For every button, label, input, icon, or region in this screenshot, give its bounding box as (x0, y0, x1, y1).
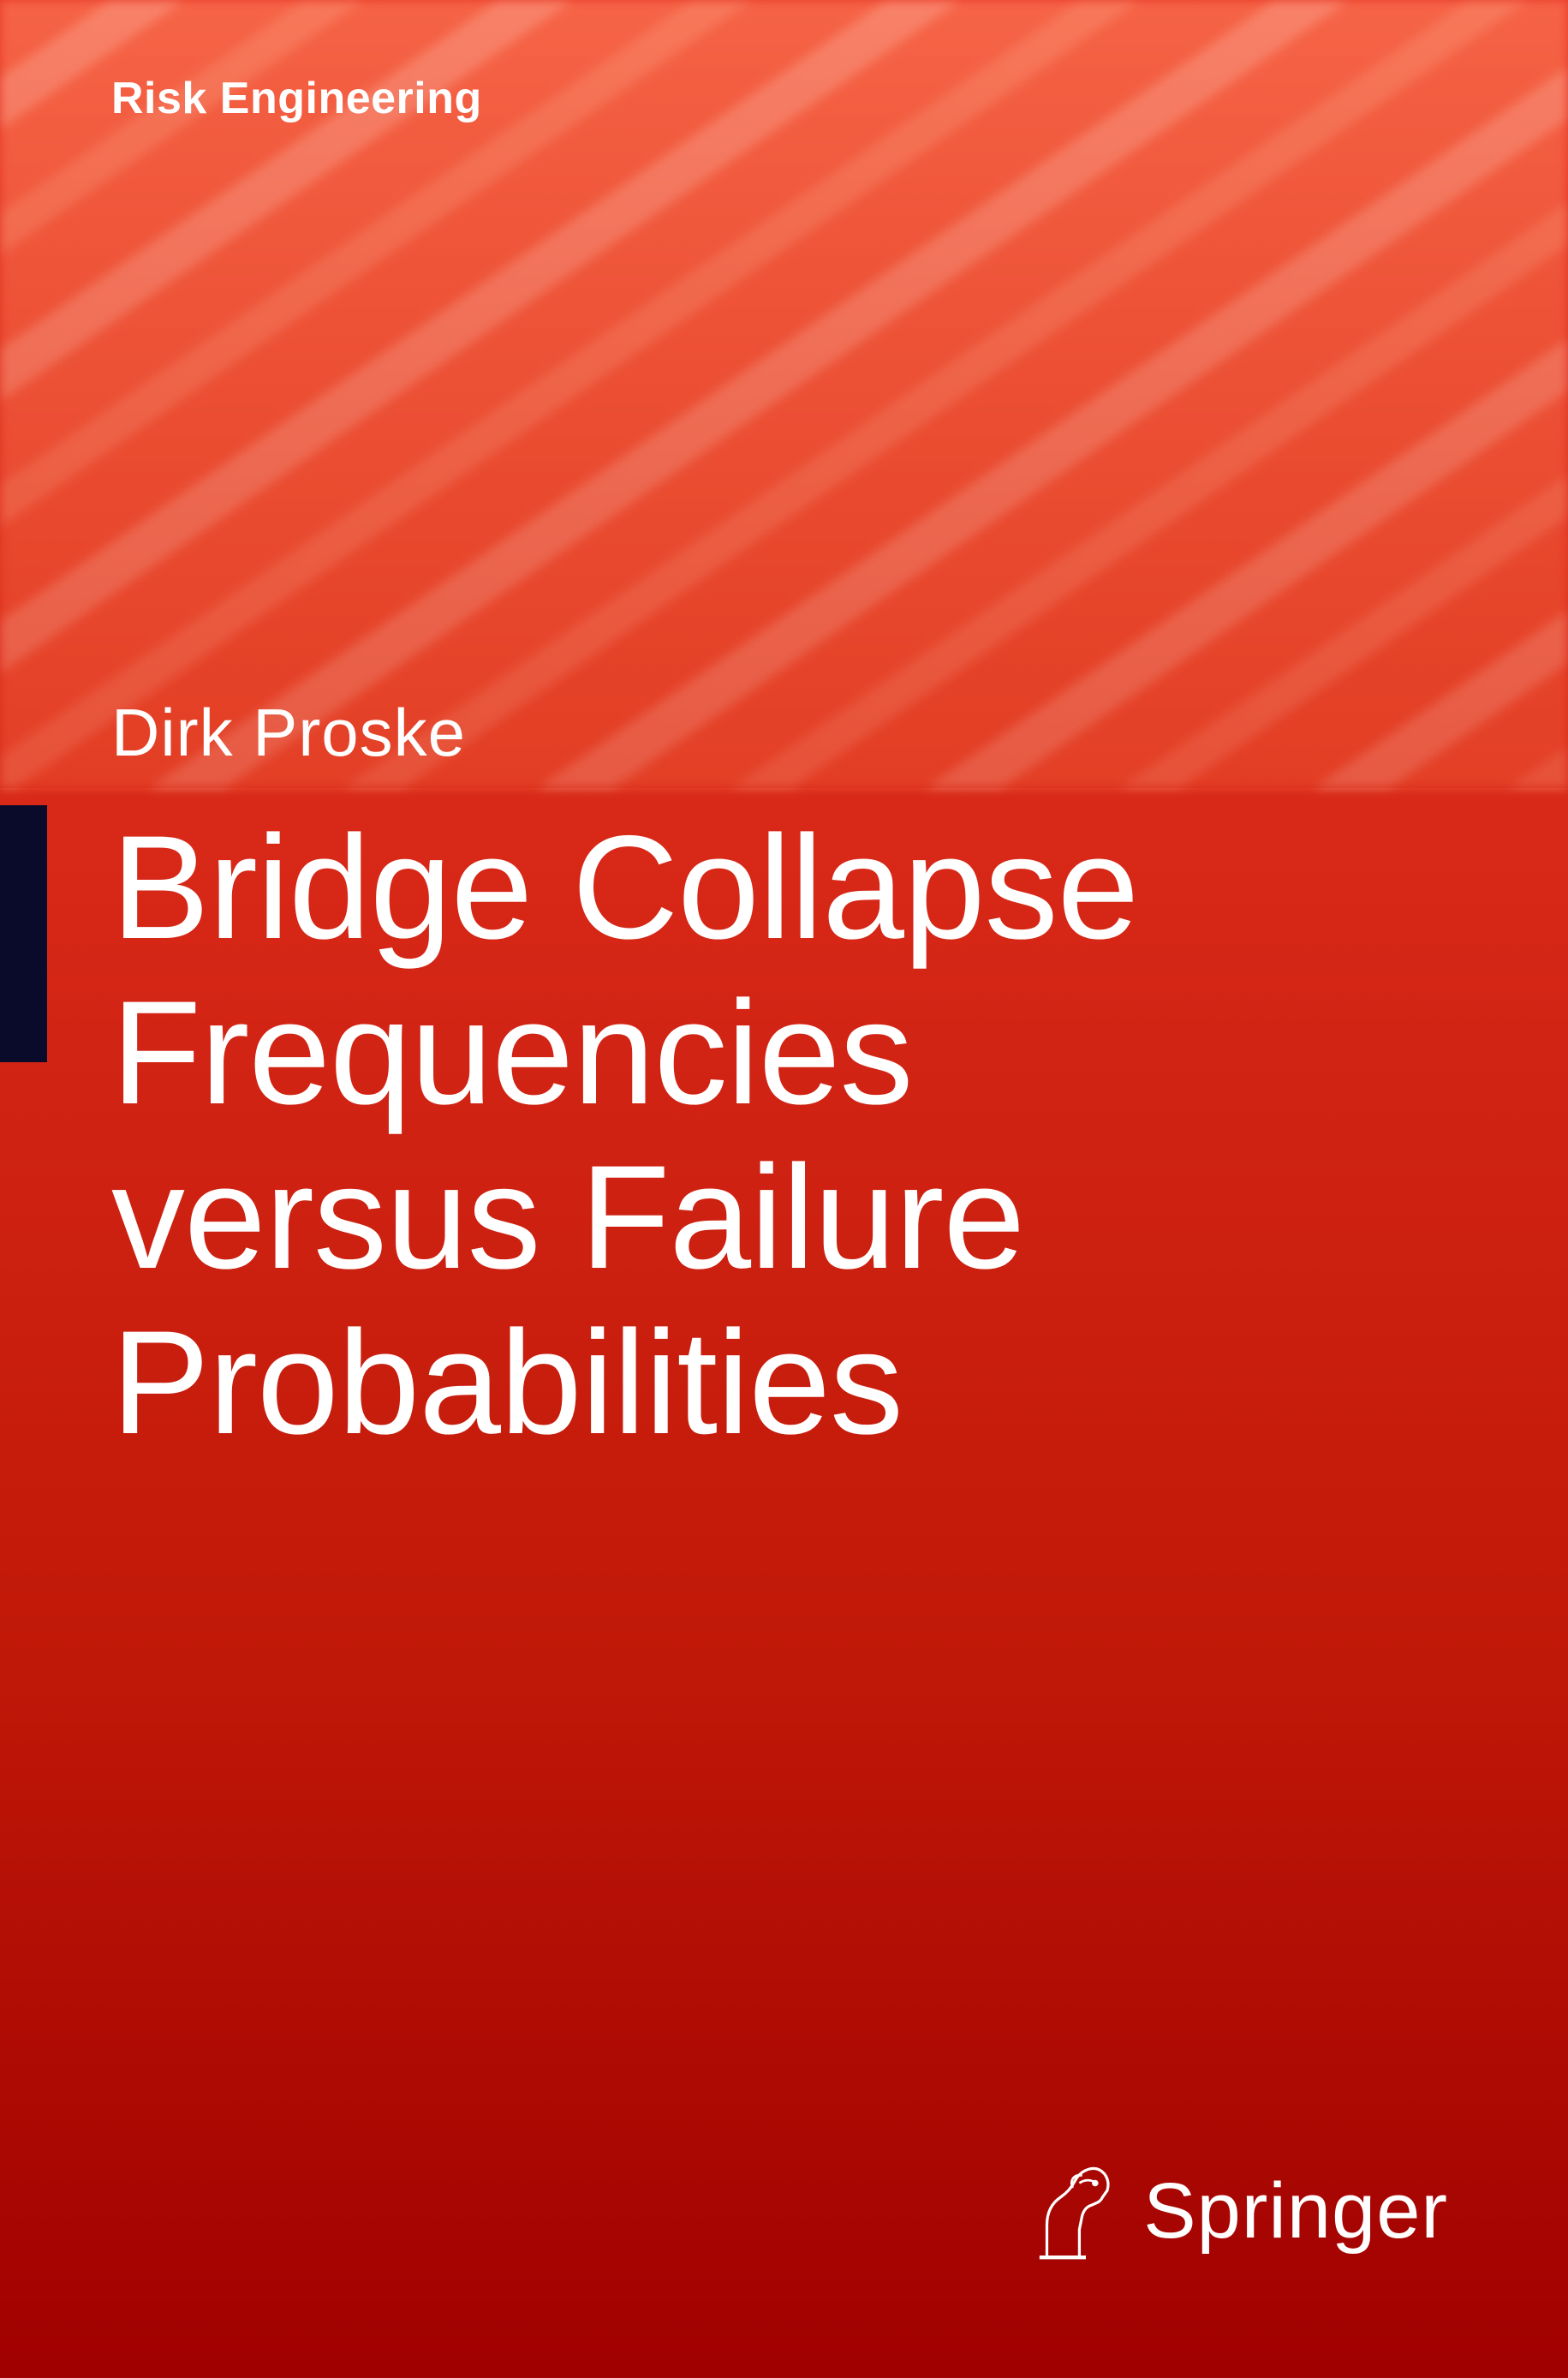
author-name: Dirk Proske (111, 694, 466, 772)
title-line-1: Bridge Collapse (111, 805, 1499, 971)
publisher-name: Springer (1143, 2166, 1448, 2256)
title-line-2: Frequencies (111, 971, 1499, 1136)
title-line-3: versus Failure (111, 1135, 1499, 1300)
springer-horse-icon (1028, 2155, 1122, 2267)
publisher-block: Springer (1028, 2155, 1448, 2267)
title-line-4: Probabilities (111, 1300, 1499, 1466)
spine-accent-tab (0, 805, 47, 1062)
series-label: Risk Engineering (111, 73, 482, 124)
book-title: Bridge Collapse Frequencies versus Failu… (111, 805, 1499, 1466)
book-cover: Risk Engineering Dirk Proske Bridge Coll… (0, 0, 1568, 2378)
